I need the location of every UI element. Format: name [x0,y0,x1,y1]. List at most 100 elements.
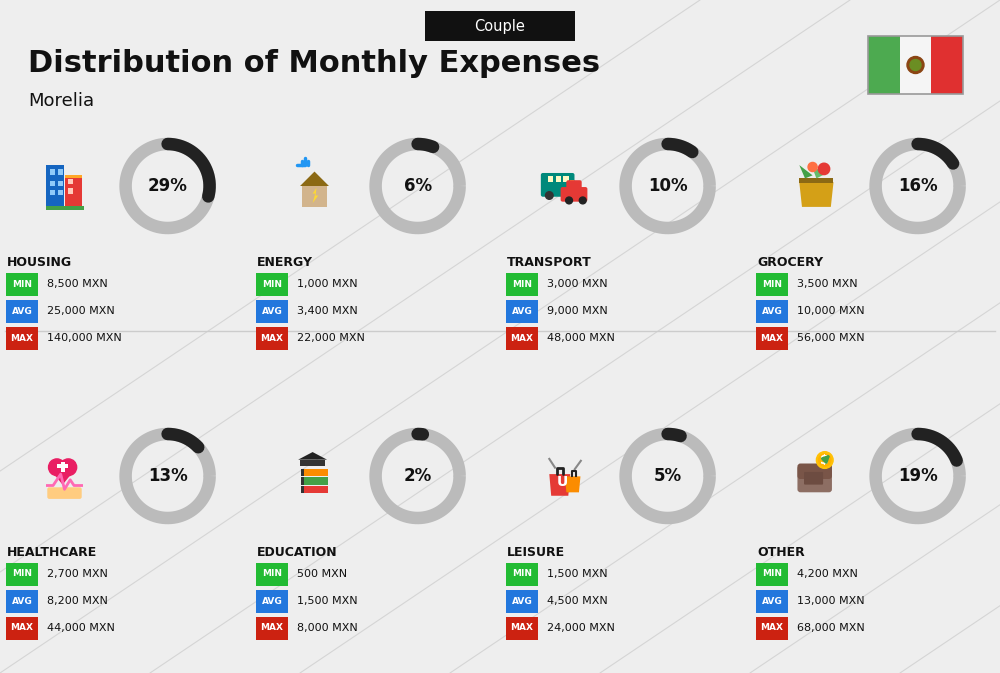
FancyBboxPatch shape [506,563,538,586]
Text: 2%: 2% [403,467,432,485]
FancyBboxPatch shape [756,590,788,612]
Text: HEALTHCARE: HEALTHCARE [7,546,97,559]
FancyBboxPatch shape [506,273,538,295]
Text: 13,000 MXN: 13,000 MXN [797,596,865,606]
FancyBboxPatch shape [256,563,288,586]
FancyBboxPatch shape [47,487,82,499]
Text: 5%: 5% [654,467,682,485]
FancyBboxPatch shape [301,469,328,476]
Text: AVG: AVG [12,596,32,606]
FancyBboxPatch shape [300,460,325,466]
Text: MIN: MIN [762,569,782,579]
Text: EDUCATION: EDUCATION [257,546,338,559]
Text: 6%: 6% [404,177,432,195]
Text: 10,000 MXN: 10,000 MXN [797,306,865,316]
Text: AVG: AVG [12,306,32,316]
FancyBboxPatch shape [58,170,63,174]
FancyBboxPatch shape [868,36,900,94]
Circle shape [818,163,830,174]
Circle shape [816,452,833,468]
FancyBboxPatch shape [548,176,553,182]
Text: MAX: MAX [511,334,534,343]
Text: 56,000 MXN: 56,000 MXN [797,333,865,343]
FancyBboxPatch shape [50,190,55,195]
FancyBboxPatch shape [256,326,288,349]
FancyBboxPatch shape [506,299,538,322]
FancyBboxPatch shape [6,299,38,322]
Text: 8,000 MXN: 8,000 MXN [297,623,358,633]
Text: 44,000 MXN: 44,000 MXN [47,623,115,633]
Text: AVG: AVG [512,596,532,606]
Text: LEISURE: LEISURE [507,546,565,559]
Text: 3,400 MXN: 3,400 MXN [297,306,358,316]
Circle shape [819,454,831,466]
Circle shape [546,192,553,199]
Text: MAX: MAX [10,334,34,343]
FancyBboxPatch shape [256,616,288,639]
Text: MAX: MAX [511,623,534,633]
Text: 4,200 MXN: 4,200 MXN [797,569,858,579]
Circle shape [808,162,817,172]
FancyBboxPatch shape [900,36,931,94]
Text: MAX: MAX [260,623,284,633]
FancyBboxPatch shape [797,464,832,479]
Text: 1,500 MXN: 1,500 MXN [547,569,608,579]
Text: ENERGY: ENERGY [257,256,313,269]
Text: Distribution of Monthly Expenses: Distribution of Monthly Expenses [28,48,600,77]
FancyBboxPatch shape [301,477,304,485]
FancyBboxPatch shape [256,590,288,612]
Text: 500 MXN: 500 MXN [297,569,347,579]
Text: 29%: 29% [148,177,188,195]
Text: 68,000 MXN: 68,000 MXN [797,623,865,633]
Text: 4,500 MXN: 4,500 MXN [547,596,608,606]
Text: MIN: MIN [512,569,532,579]
Text: 8,500 MXN: 8,500 MXN [47,279,108,289]
Text: AVG: AVG [512,306,532,316]
FancyBboxPatch shape [50,180,55,186]
Text: AVG: AVG [762,596,782,606]
FancyBboxPatch shape [302,186,327,207]
Text: 3,000 MXN: 3,000 MXN [547,279,608,289]
Text: GROCERY: GROCERY [757,256,823,269]
FancyBboxPatch shape [301,477,328,485]
Text: OTHER: OTHER [757,546,805,559]
Circle shape [49,459,65,476]
Text: MIN: MIN [262,279,282,289]
Text: 13%: 13% [148,467,187,485]
Text: AVG: AVG [262,596,282,606]
FancyBboxPatch shape [50,170,55,174]
FancyBboxPatch shape [58,180,63,186]
Text: AVG: AVG [262,306,282,316]
FancyBboxPatch shape [756,299,788,322]
FancyBboxPatch shape [256,299,288,322]
Text: MIN: MIN [12,569,32,579]
Text: 22,000 MXN: 22,000 MXN [297,333,365,343]
FancyBboxPatch shape [506,326,538,349]
FancyBboxPatch shape [931,36,963,94]
FancyBboxPatch shape [58,190,63,195]
Text: 8,200 MXN: 8,200 MXN [47,596,108,606]
Text: MAX: MAX [761,623,784,633]
FancyBboxPatch shape [301,485,328,493]
Circle shape [566,197,572,204]
FancyBboxPatch shape [570,180,574,188]
Text: 9,000 MXN: 9,000 MXN [547,306,608,316]
FancyBboxPatch shape [301,469,304,476]
Text: Couple: Couple [475,18,525,34]
FancyBboxPatch shape [799,178,833,183]
Text: Morelia: Morelia [28,92,94,110]
Text: HOUSING: HOUSING [7,256,72,269]
Text: MAX: MAX [260,334,284,343]
FancyBboxPatch shape [256,273,288,295]
Text: MIN: MIN [762,279,782,289]
FancyBboxPatch shape [6,273,38,295]
Text: AVG: AVG [762,306,782,316]
FancyBboxPatch shape [756,273,788,295]
Text: 24,000 MXN: 24,000 MXN [547,623,615,633]
FancyBboxPatch shape [64,178,82,207]
FancyBboxPatch shape [561,187,587,202]
Polygon shape [811,163,824,178]
Text: 2,700 MXN: 2,700 MXN [47,569,108,579]
Text: $: $ [820,454,829,466]
Text: U: U [557,474,568,489]
